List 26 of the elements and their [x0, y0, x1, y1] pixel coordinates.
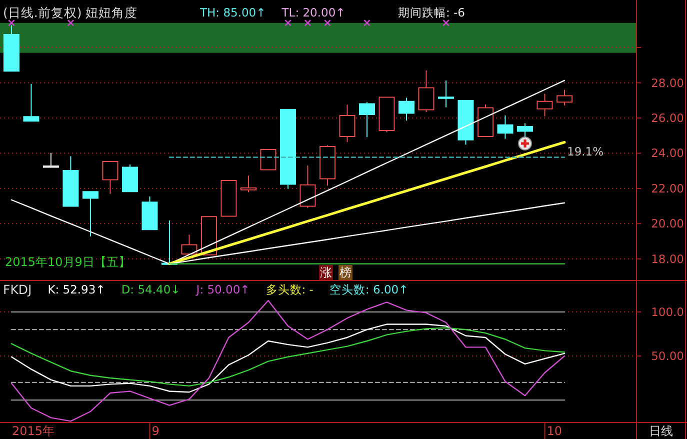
annotation: 榜 [340, 266, 352, 280]
chart-title: FKDJ [3, 282, 32, 297]
x-tick-label: 10 [546, 424, 562, 438]
text: D: 54.40↓ [121, 282, 180, 296]
y-tick-label: 20.00 [651, 216, 684, 231]
y-tick-label: 26.00 [651, 110, 684, 125]
annotation: TL: 20.00↑ [280, 6, 346, 20]
annotation: TH: 85.00↑ [199, 6, 266, 20]
annotation: 19.1% [567, 144, 604, 158]
y-tick-label: 50.00 [651, 348, 684, 363]
annotation: 期间跌幅: -6 [398, 6, 465, 20]
text: K: 52.93↑ [48, 282, 106, 296]
text: 2015年 [12, 424, 55, 438]
annotation: 涨 [320, 266, 332, 280]
chart-title: (日线.前复权) 妞妞角度 [3, 5, 138, 20]
series-label: J: 50.00↑ [195, 282, 250, 296]
x-tick-label: 9 [152, 424, 160, 438]
y-tick-label: 28.00 [651, 76, 684, 90]
y-tick-label: 24.00 [651, 146, 684, 160]
text: 日线 [649, 424, 673, 438]
annotation: 多头数: - [266, 282, 314, 296]
annotation: 空头数: 6.00↑ [329, 282, 408, 296]
y-tick-label: 100.0 [651, 304, 684, 319]
y-tick-label: 22.00 [651, 181, 684, 196]
y-tick-label: 18.00 [651, 252, 684, 266]
annotation: 2015年10月9日【五】 [5, 255, 130, 269]
